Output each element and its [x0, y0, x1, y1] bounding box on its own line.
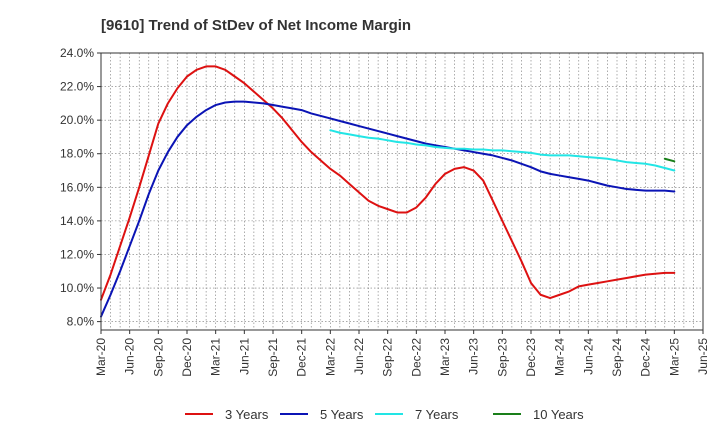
y-tick-label: 22.0%: [60, 80, 94, 94]
x-tick-label: Sep-24: [610, 338, 624, 377]
y-tick-label: 10.0%: [60, 281, 94, 295]
legend-label: 10 Years: [533, 407, 584, 422]
x-tick-label: Dec-21: [295, 338, 309, 377]
x-tick-label: Mar-20: [94, 338, 108, 376]
legend-label: 5 Years: [320, 407, 364, 422]
y-tick-label: 24.0%: [60, 46, 94, 60]
x-tick-label: Mar-22: [323, 338, 337, 376]
x-tick-label: Dec-24: [639, 338, 653, 377]
x-tick-label: Jun-21: [237, 338, 251, 375]
x-tick-label: Dec-23: [524, 338, 538, 377]
y-tick-label: 8.0%: [67, 315, 95, 329]
series-line-3-years: [100, 65, 676, 301]
x-tick-label: Mar-21: [209, 338, 223, 376]
plot-frame: [100, 52, 704, 331]
x-tick-label: Jun-24: [581, 338, 595, 375]
x-tick-label: Jun-22: [352, 338, 366, 375]
series-layer: [100, 65, 676, 318]
y-axis: 8.0% 10.0% 12.0% 14.0% 16.0% 18.0% 20.0% 22.0% 2…: [60, 46, 101, 329]
y-tick-label: 14.0%: [60, 214, 94, 228]
y-tick-label: 12.0%: [60, 247, 94, 261]
x-tick-label: Mar-24: [553, 338, 567, 376]
grid: [101, 53, 703, 330]
legend-item: 7 Years: [375, 407, 459, 422]
x-tick-label: Jun-20: [123, 338, 137, 375]
legend-item: 5 Years: [280, 407, 364, 422]
x-tick-label: Mar-25: [667, 338, 681, 376]
x-tick-label: Dec-20: [180, 338, 194, 377]
legend-label: 3 Years: [225, 407, 269, 422]
x-axis: Mar-20 Jun-20 Sep-20 Dec-20 Mar-21 Jun-21 Sep-…: [94, 330, 710, 377]
x-tick-label: Dec-22: [409, 338, 423, 377]
legend-item: 3 Years: [185, 407, 269, 422]
y-tick-label: 20.0%: [60, 113, 94, 127]
x-tick-label: Mar-23: [438, 338, 452, 376]
y-tick-label: 18.0%: [60, 147, 94, 161]
chart-title: [9610] Trend of StDev of Net Income Marg…: [101, 17, 411, 34]
x-tick-label: Sep-23: [495, 338, 509, 377]
x-tick-label: Sep-22: [381, 338, 395, 377]
series-line-7-years: [329, 129, 676, 172]
x-tick-label: Jun-25: [696, 338, 710, 375]
legend-label: 7 Years: [415, 407, 459, 422]
x-tick-label: Jun-23: [467, 338, 481, 375]
y-tick-label: 16.0%: [60, 180, 94, 194]
series-line-5-years: [100, 100, 676, 318]
legend-item: 10 Years: [493, 407, 584, 422]
x-tick-label: Sep-21: [266, 338, 280, 377]
x-tick-label: Sep-20: [151, 338, 165, 377]
series-line-10-years: [663, 157, 676, 163]
legend: 3 Years 5 Years 7 Years 10 Years: [185, 407, 584, 422]
